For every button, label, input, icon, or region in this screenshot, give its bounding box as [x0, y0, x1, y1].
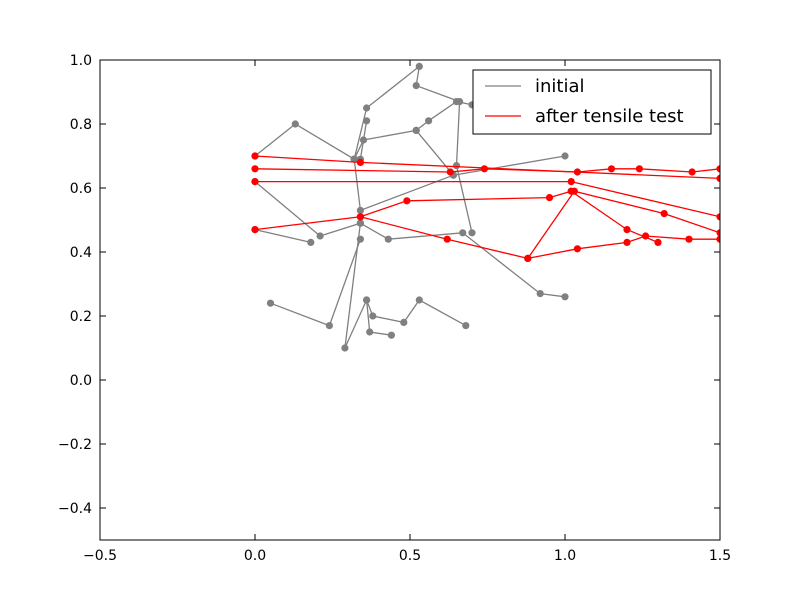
data-point	[366, 328, 374, 336]
y-tick-label: 0.2	[70, 309, 92, 325]
data-point	[452, 162, 461, 170]
data-point	[412, 126, 420, 134]
y-tick-label: 0.4	[70, 245, 92, 261]
data-point	[356, 206, 364, 214]
data-point	[660, 210, 668, 218]
series-layer	[251, 62, 720, 352]
series-after-tensile-test	[251, 152, 720, 262]
data-point	[635, 165, 644, 173]
data-point	[291, 120, 299, 128]
data-point	[384, 235, 392, 243]
y-tick-label: 0.0	[70, 373, 92, 389]
data-point	[570, 187, 578, 195]
data-point	[607, 165, 616, 173]
data-point	[459, 229, 467, 237]
legend-label: after tensile test	[535, 106, 684, 127]
data-point	[363, 104, 371, 112]
data-point	[573, 245, 582, 253]
series-line	[254, 190, 659, 244]
x-tick-label: 0.0	[244, 548, 266, 564]
data-point	[573, 168, 582, 176]
series-line	[254, 168, 720, 173]
data-point	[716, 235, 720, 243]
data-point	[251, 165, 259, 173]
data-point	[456, 98, 464, 106]
data-point	[425, 117, 433, 125]
x-tick-label: 1.5	[709, 548, 731, 564]
data-point	[363, 296, 371, 304]
data-point	[350, 155, 358, 163]
y-tick-label: 1.0	[70, 53, 92, 69]
data-point	[716, 165, 720, 173]
y-tick-label: 0.6	[70, 181, 92, 197]
legend-box	[472, 69, 712, 135]
data-point	[251, 178, 259, 186]
data-point	[524, 254, 532, 262]
data-point	[356, 213, 364, 221]
data-point	[400, 318, 408, 326]
y-tick-label: 0.8	[70, 117, 92, 133]
series-line	[254, 228, 311, 244]
data-point	[387, 331, 395, 339]
ticks-layer: −0.5 0.0 0.5 1.0 1.5 −0.4 −0.2 0.0 0.2 0.4 0.6 0.8 1…	[58, 53, 731, 564]
data-point	[536, 290, 544, 298]
data-point	[251, 226, 259, 234]
y-tick-label: −0.2	[58, 437, 92, 453]
data-point	[356, 219, 364, 227]
legend-label: initial	[535, 76, 585, 97]
series-line	[415, 129, 454, 176]
series-line	[359, 120, 368, 160]
data-point	[623, 226, 631, 234]
data-point	[716, 229, 720, 237]
data-point	[716, 213, 720, 221]
data-point	[316, 232, 324, 240]
data-point	[480, 165, 488, 173]
x-tick-label: 0.5	[399, 548, 421, 564]
data-point	[462, 322, 470, 330]
data-point	[642, 232, 650, 240]
data-point	[403, 197, 411, 205]
data-point	[545, 194, 554, 202]
data-point	[685, 235, 693, 243]
series-line	[527, 235, 720, 260]
data-point	[412, 82, 420, 90]
x-tick-label: 1.0	[554, 548, 576, 564]
series-line	[360, 190, 720, 260]
series-line	[254, 123, 566, 212]
data-point	[341, 344, 349, 352]
data-point	[468, 229, 476, 237]
legend: initial after tensile test	[472, 69, 712, 135]
data-point	[266, 299, 275, 307]
series-line	[353, 64, 473, 233]
data-point	[363, 117, 371, 125]
data-point	[654, 238, 662, 246]
data-point	[307, 238, 315, 246]
data-point	[443, 235, 451, 243]
data-point	[623, 238, 631, 246]
data-point	[415, 296, 423, 304]
data-point	[325, 322, 333, 330]
data-point	[415, 62, 423, 70]
data-point	[561, 293, 569, 301]
data-point	[688, 168, 696, 176]
data-point	[561, 152, 569, 160]
y-tick-label: −0.4	[58, 501, 92, 517]
data-point	[251, 152, 259, 160]
data-point	[567, 178, 575, 186]
data-point	[716, 174, 720, 182]
data-point	[369, 312, 377, 320]
x-tick-label: −0.5	[83, 548, 117, 564]
series-line	[270, 238, 362, 327]
data-point	[446, 168, 454, 176]
data-point	[356, 158, 364, 166]
